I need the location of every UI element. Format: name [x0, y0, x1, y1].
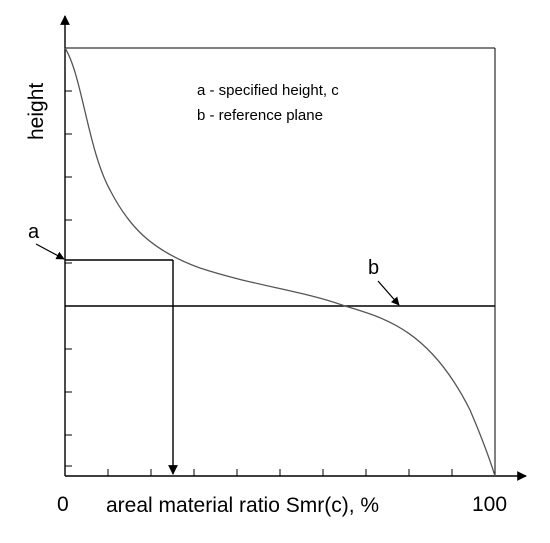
x-ticks [107, 469, 453, 476]
marker-a-arrow [35, 243, 65, 260]
y-ticks [65, 90, 72, 467]
legend-line-b: b - reference plane [197, 107, 323, 124]
y-axis-title: height [25, 83, 48, 140]
marker-b-arrow [377, 280, 400, 306]
marker-b-label: b [368, 257, 379, 279]
x-min-label: 0 [57, 493, 69, 516]
x-axis-title: areal material ratio Smr(c), % [106, 494, 379, 517]
material-ratio-curve [64, 47, 496, 477]
legend-line-a: a - specified height, c [197, 82, 339, 99]
marker-a-label: a [28, 221, 40, 243]
x-max-label: 100 [472, 493, 507, 516]
